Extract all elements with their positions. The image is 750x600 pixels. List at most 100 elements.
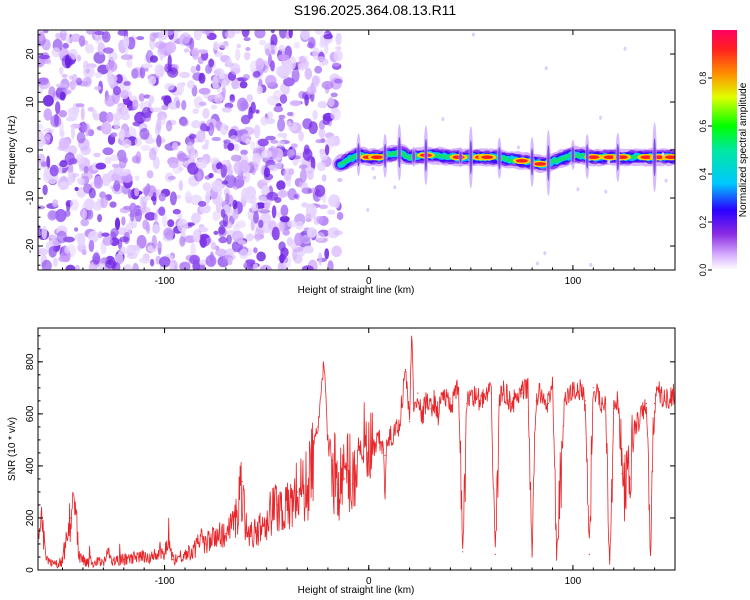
noise-blob <box>212 210 221 222</box>
noise-blob <box>76 54 82 62</box>
sparse-dot <box>366 207 370 212</box>
noise-blob <box>286 111 294 117</box>
noise-blob <box>287 122 298 132</box>
noise-blob <box>321 80 334 90</box>
snr-point <box>331 460 333 462</box>
noise-blob <box>231 78 240 90</box>
noise-blob <box>317 100 328 109</box>
noise-blob <box>82 76 92 88</box>
noise-blob <box>260 116 269 126</box>
noise-blob <box>88 187 96 199</box>
noise-blob <box>211 136 221 142</box>
noise-blob <box>210 241 217 250</box>
noise-blob <box>225 192 230 205</box>
noise-blob <box>235 48 241 61</box>
noise-blob <box>102 173 112 181</box>
noise-blob <box>213 230 219 235</box>
spectrogram-y-tick-label: 0 <box>25 147 36 153</box>
colorbar-tick-label: 0.8 <box>698 72 708 85</box>
noise-blob <box>333 230 343 236</box>
noise-blob <box>241 187 250 202</box>
noise-blob <box>86 30 96 35</box>
noise-blob <box>110 132 118 138</box>
noise-blob <box>38 229 41 238</box>
noise-blob <box>187 162 199 175</box>
snr-y-tick-label: 800 <box>25 353 36 370</box>
noise-blob <box>188 133 197 140</box>
ridge-spur-core <box>616 143 620 171</box>
snr-point <box>470 392 472 394</box>
noise-blob <box>281 84 290 95</box>
noise-blob <box>121 106 129 116</box>
noise-blob <box>333 49 343 62</box>
noise-blob <box>195 158 208 170</box>
noise-blob <box>171 142 179 151</box>
noise-blob <box>117 250 127 255</box>
noise-blob <box>310 209 316 219</box>
noise-blob <box>161 214 168 228</box>
noise-blob <box>304 94 309 107</box>
noise-blob <box>81 171 93 181</box>
noise-blob <box>179 236 186 247</box>
noise-blob <box>169 261 175 270</box>
noise-blob <box>330 92 338 98</box>
noise-blob <box>303 245 314 252</box>
snr-point <box>200 535 202 537</box>
ridge-spur-core <box>398 136 401 168</box>
noise-blob <box>193 30 202 41</box>
snr-point <box>388 439 390 441</box>
noise-blob <box>74 227 79 232</box>
noise-blob <box>150 107 162 113</box>
noise-blob <box>278 114 286 120</box>
noise-blob <box>58 110 67 118</box>
spectrogram-y-tick-label: 20 <box>25 48 36 60</box>
snr-point <box>527 387 529 389</box>
noise-blob <box>180 118 189 127</box>
noise-blob <box>297 62 306 71</box>
noise-blob <box>132 262 139 270</box>
sparse-dot <box>664 178 668 183</box>
snr-x-tick-label: -100 <box>155 576 175 587</box>
noise-blob <box>138 93 145 102</box>
noise-blob <box>245 47 251 51</box>
noise-blob <box>305 213 313 220</box>
snr-point <box>621 473 623 475</box>
snr-point <box>45 559 47 561</box>
noise-blob <box>158 206 166 216</box>
noise-blob <box>149 55 158 63</box>
noise-blob <box>320 138 326 144</box>
noise-blob <box>312 47 320 60</box>
noise-blob <box>186 80 195 89</box>
colorbar-tick-label: 0.2 <box>698 216 708 229</box>
noise-blob <box>61 54 73 69</box>
noise-blob <box>65 264 76 270</box>
noise-blob <box>92 109 97 118</box>
noise-blob <box>123 264 133 270</box>
ridge-spur-core <box>571 146 575 164</box>
noise-blob <box>319 204 328 210</box>
snr-point <box>535 400 537 402</box>
spectrogram-y-tick-label: 10 <box>25 96 36 108</box>
noise-blob <box>274 156 283 170</box>
noise-blob <box>140 144 151 152</box>
noise-blob <box>150 195 157 202</box>
noise-blob <box>310 156 316 171</box>
snr-point <box>172 559 174 561</box>
snr-point <box>337 483 339 485</box>
noise-blob <box>200 123 208 132</box>
ridge-spur-core <box>530 148 534 176</box>
snr-point <box>194 548 196 550</box>
sparse-dot <box>536 261 539 266</box>
noise-blob <box>204 139 210 146</box>
noise-blob <box>76 77 83 86</box>
noise-blob <box>293 41 301 49</box>
snr-point <box>605 402 607 405</box>
snr-point <box>458 387 460 389</box>
snr-point <box>286 509 288 511</box>
noise-blob <box>59 160 68 168</box>
noise-blob <box>240 149 248 156</box>
noise-blob <box>279 94 288 104</box>
noise-blob <box>64 209 71 217</box>
noise-blob <box>276 140 286 148</box>
snr-point <box>625 486 627 488</box>
